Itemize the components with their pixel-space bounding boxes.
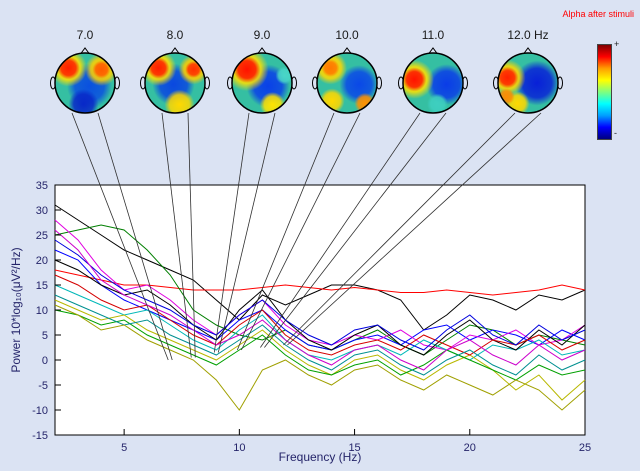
topoplot-blob: [233, 56, 261, 83]
scalp-map: [227, 47, 297, 114]
topoplot-blob: [403, 67, 427, 92]
plot-area: [54, 184, 586, 436]
head-frequency-label: 11.0: [421, 28, 445, 42]
connector-line: [97, 112, 173, 361]
connector-line: [287, 112, 542, 346]
x-tick-label: 5: [121, 442, 127, 454]
connector-line: [161, 112, 192, 358]
topoplot-blob: [185, 61, 202, 78]
connector-line: [240, 112, 361, 351]
x-tick-label: 15: [348, 442, 360, 454]
y-tick-label: 35: [36, 180, 48, 192]
spectrum-series-ch8: [54, 259, 586, 356]
y-tick-label: 5: [42, 330, 48, 342]
topoplot-9hz: 9.0: [218, 26, 306, 123]
topoplot-blob: [147, 57, 170, 79]
scalp-map: [140, 47, 210, 114]
spectrum-series-ch5: [54, 219, 586, 351]
connector-line: [213, 112, 250, 353]
spectrum-series-ch11: [54, 239, 586, 351]
spectrum-series-ch13: [54, 294, 586, 376]
y-tick-label: -10: [32, 405, 48, 417]
spectrum-series-ch12: [54, 229, 586, 371]
connector-line: [71, 112, 169, 361]
head-outline: [316, 52, 378, 114]
topoplot-blob: [514, 60, 558, 106]
x-axis-label: Frequency (Hz): [278, 450, 362, 464]
spectrum-series-ch1: [54, 204, 586, 331]
head-frequency-label: 8.0: [166, 28, 184, 42]
y-tick-label: 15: [36, 280, 48, 292]
connector-line: [236, 112, 335, 351]
head-outline: [231, 52, 293, 114]
spectrum-series-ch2: [54, 269, 586, 296]
topoplot-blob: [57, 56, 80, 80]
x-tick-label: 20: [464, 442, 476, 454]
spectrum-series-ch7: [54, 299, 586, 401]
connector-line: [283, 112, 516, 346]
head-frequency-label: 9.0: [253, 28, 271, 42]
spectrum-series-ch4: [54, 249, 586, 351]
connector-line: [260, 112, 421, 348]
y-tick-label: 30: [36, 205, 48, 217]
y-tick-label: 20: [36, 255, 48, 267]
colorbar-minus-label: -: [614, 128, 617, 138]
y-tick-label: 0: [42, 355, 48, 367]
topoplot-7hz: 7.0: [41, 26, 129, 123]
head-frequency-label: 10.0: [335, 28, 359, 42]
y-tick-label: 10: [36, 305, 48, 317]
topoplot-8hz: 8.0: [131, 26, 219, 123]
y-tick-label: 25: [36, 230, 48, 242]
connector-line: [264, 112, 447, 348]
topoplot-11hz: 11.0: [389, 26, 477, 123]
head-outline: [497, 52, 559, 114]
topoplot-blob: [92, 60, 111, 79]
figure-title: Alpha after stimuli: [562, 9, 634, 19]
head-outline: [54, 52, 116, 114]
scalp-map: [493, 47, 563, 114]
head-frequency-label: 7.0: [76, 28, 94, 42]
topoplot-blob: [427, 93, 448, 113]
connector-line: [187, 112, 196, 358]
head-outline: [402, 52, 464, 114]
spectrum-series-ch9: [54, 274, 586, 356]
spectrum-series-ch6: [54, 284, 586, 361]
topoplot-blob: [321, 59, 340, 77]
topoplot-row: 7.0 8.0 9.0 10.0 11.0 12.0 Hz: [0, 0, 640, 160]
connector-line: [217, 112, 276, 353]
x-tick-label: 10: [233, 442, 245, 454]
colorbar: [597, 44, 612, 140]
x-tick-label: 25: [579, 442, 591, 454]
y-tick-label: -15: [32, 430, 48, 442]
colorbar-plus-label: +: [614, 39, 620, 49]
topoplot-10hz: 10.0: [303, 26, 391, 123]
topoplot-12hz: 12.0 Hz: [484, 26, 572, 123]
topoplot-blob: [498, 66, 519, 89]
y-axis-label: Power 10*log₁₀(μV²/Hz): [9, 247, 23, 373]
y-tick-label: -5: [38, 380, 48, 392]
scalp-map: [398, 47, 468, 114]
spectrum-series-ch10: [54, 309, 586, 381]
spectrum-series-ch14: [54, 304, 586, 411]
head-frequency-label: 12.0 Hz: [507, 28, 549, 42]
scalp-map: [50, 47, 120, 114]
head-outline: [144, 52, 206, 114]
scalp-map: [312, 47, 382, 114]
